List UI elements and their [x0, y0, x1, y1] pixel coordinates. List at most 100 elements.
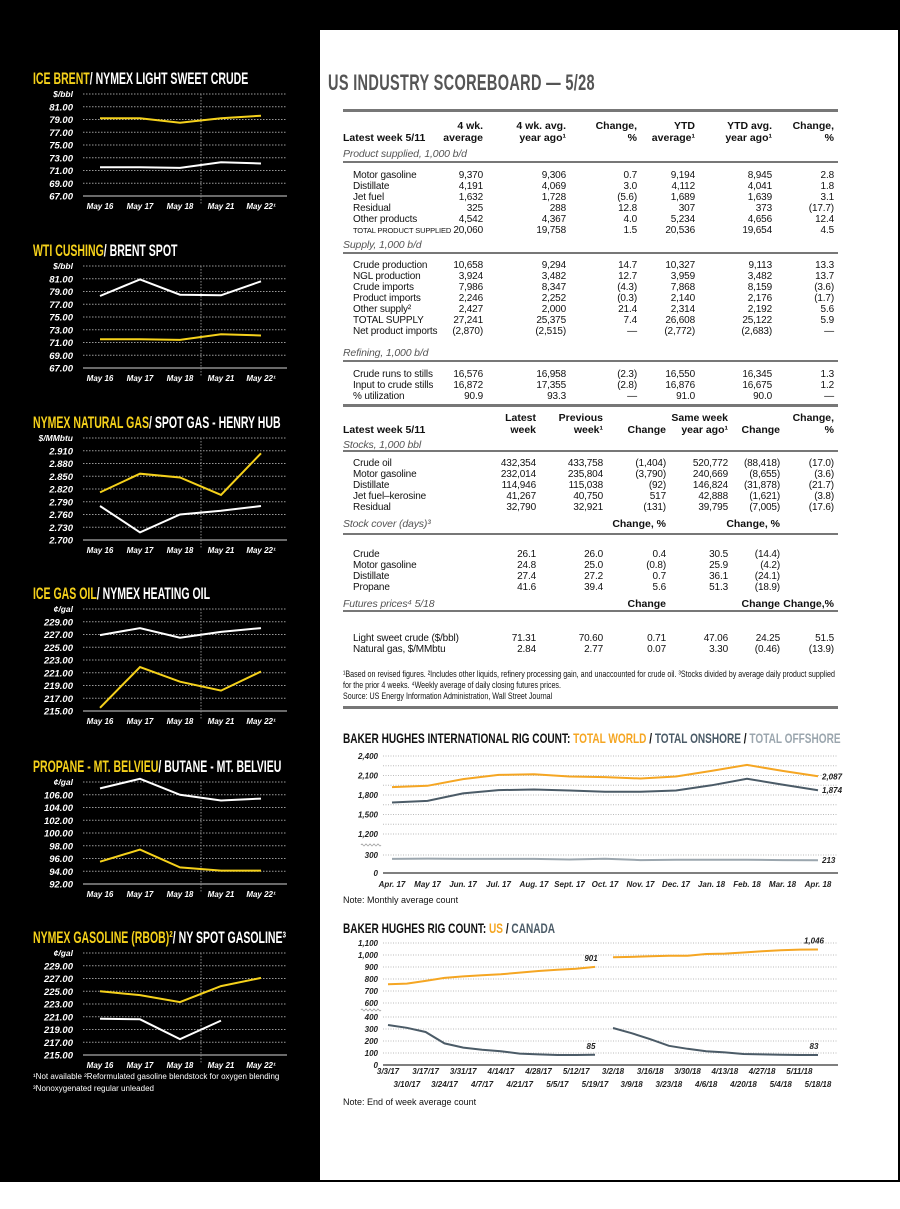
row-label: % utilization — [353, 391, 405, 402]
table-cell: 71.31 — [511, 633, 536, 644]
table-cell: 4,656 — [747, 214, 772, 225]
chart-title-part: NYMEX GASOLINE (RBOB)² — [33, 927, 173, 946]
table-cell: 240,669 — [692, 469, 728, 480]
section-label: Refining, 1,000 b/d — [343, 347, 429, 359]
table-cell: 27.4 — [517, 571, 536, 582]
table-cell: 1,639 — [747, 192, 772, 203]
chart-title-part: PROPANE - MT. BELVIEU — [33, 756, 158, 775]
row-label: Crude production — [353, 260, 428, 271]
y-axis-unit: ¢/gal — [54, 948, 74, 958]
table-cell: 13.7 — [815, 271, 834, 282]
x-tick-label: 4/28/17 — [524, 1067, 552, 1076]
y-tick-label: 229.00 — [43, 961, 74, 972]
y-tick-label: 79.00 — [49, 287, 73, 298]
y-tick-label: 215.00 — [43, 707, 74, 718]
table-cell: 114,946 — [501, 480, 537, 491]
row-label: Motor gasoline — [353, 560, 417, 571]
end-label: 213 — [821, 856, 836, 865]
table-cell: — — [627, 391, 637, 402]
table-cell: 16,576 — [453, 369, 483, 380]
table-cell: 91.0 — [676, 391, 695, 402]
y-tick-label: 104.00 — [44, 803, 74, 814]
x-tick-label: May 22¹ — [246, 890, 276, 899]
x-tick-label: 3/23/18 — [656, 1080, 683, 1089]
row-label: Distillate — [353, 571, 390, 582]
y-tick-label: 600 — [365, 999, 379, 1008]
column-subheader: Change, % — [612, 518, 666, 530]
x-tick-label: 5/11/18 — [786, 1067, 813, 1076]
table-cell: 433,758 — [567, 458, 603, 469]
x-tick-label: May 21 — [208, 202, 235, 211]
table-cell: 12.4 — [815, 214, 834, 225]
y-tick-label: 1,200 — [358, 830, 379, 839]
table-cell: 7.4 — [623, 315, 638, 326]
x-tick-label: May 17 — [127, 202, 154, 211]
end-label: 1,046 — [804, 936, 825, 945]
table-cell: 232,014 — [500, 469, 536, 480]
column-subheader: Change, % — [726, 518, 780, 530]
y-tick-label: 71.00 — [49, 338, 73, 349]
row-label: Jet fuel–kerosine — [353, 491, 427, 502]
table-cell: 288 — [549, 203, 566, 214]
column-header: Latest — [505, 412, 536, 424]
column-header: year ago¹ — [725, 132, 772, 144]
table-cell: (3.6) — [814, 469, 834, 480]
table-cell: 9,306 — [541, 170, 566, 181]
series-line — [612, 1027, 818, 1056]
table-cell: (3.6) — [814, 282, 834, 293]
table-cell: (14.4) — [754, 549, 780, 560]
y-tick-label: 77.00 — [49, 128, 73, 139]
x-tick-label: Apr. 17 — [378, 880, 406, 889]
x-tick-label: May 17 — [127, 374, 154, 383]
table-cell: (31,878) — [743, 480, 780, 491]
y-tick-label: 69.00 — [49, 179, 73, 190]
table-cell: 1,728 — [541, 192, 566, 203]
table-cell: 26.0 — [584, 549, 603, 560]
table-cell: (17.7) — [808, 203, 834, 214]
x-tick-label: May 16 — [87, 1061, 114, 1070]
table-cell: 41,267 — [506, 491, 536, 502]
x-tick-label: May 17 — [127, 890, 154, 899]
section-label: Futures prices⁴ 5/18 — [343, 598, 435, 610]
row-label: Distillate — [353, 181, 390, 192]
x-tick-label: Mar. 18 — [769, 880, 797, 889]
chart-title-part: US — [489, 920, 503, 936]
table-cell: (5.6) — [617, 192, 637, 203]
table-cell: 8,945 — [747, 170, 772, 181]
column-subheader: Change — [627, 598, 666, 610]
y-tick-label: 2.700 — [48, 536, 73, 547]
table-cell: 27,241 — [453, 315, 483, 326]
column-header: Same week — [671, 412, 728, 424]
y-tick-label: 229.00 — [43, 617, 74, 628]
table-cell: 70.60 — [578, 633, 603, 644]
table-cell: 10,658 — [453, 260, 483, 271]
table-cell: 12.7 — [618, 271, 637, 282]
end-label: 83 — [810, 1042, 819, 1051]
y-tick-label: 2.730 — [48, 523, 73, 534]
y-tick-label: 81.00 — [49, 274, 73, 285]
table-cell: — — [824, 391, 834, 402]
series-line — [100, 333, 262, 341]
row-label: Propane — [353, 582, 390, 593]
x-tick-label: 5/4/18 — [770, 1080, 793, 1089]
table-cell: (24.1) — [754, 571, 780, 582]
x-tick-label: Jul. 17 — [486, 880, 511, 889]
x-tick-label: 3/10/17 — [393, 1080, 420, 1089]
row-label: Crude oil — [353, 458, 392, 469]
table-cell: (1,621) — [749, 491, 780, 502]
column-header: year ago¹ — [519, 132, 566, 144]
x-tick-label: May 17 — [127, 546, 154, 555]
x-tick-label: 3/24/17 — [431, 1080, 458, 1089]
y-tick-label: 69.00 — [49, 351, 73, 362]
y-tick-label: 73.00 — [49, 153, 73, 164]
table-cell: (13.9) — [808, 644, 834, 655]
x-tick-label: Aug. 17 — [519, 880, 549, 889]
table-cell: 26.1 — [517, 549, 536, 560]
table-cell: 4,191 — [458, 181, 483, 192]
chart-title-part: TOTAL ONSHORE — [655, 730, 741, 746]
scoreboard-title: US INDUSTRY SCOREBOARD — 5/28 — [328, 70, 595, 95]
series-line — [99, 777, 262, 802]
y-tick-label: 215.00 — [43, 1051, 74, 1062]
table-cell: 17,355 — [536, 380, 566, 391]
